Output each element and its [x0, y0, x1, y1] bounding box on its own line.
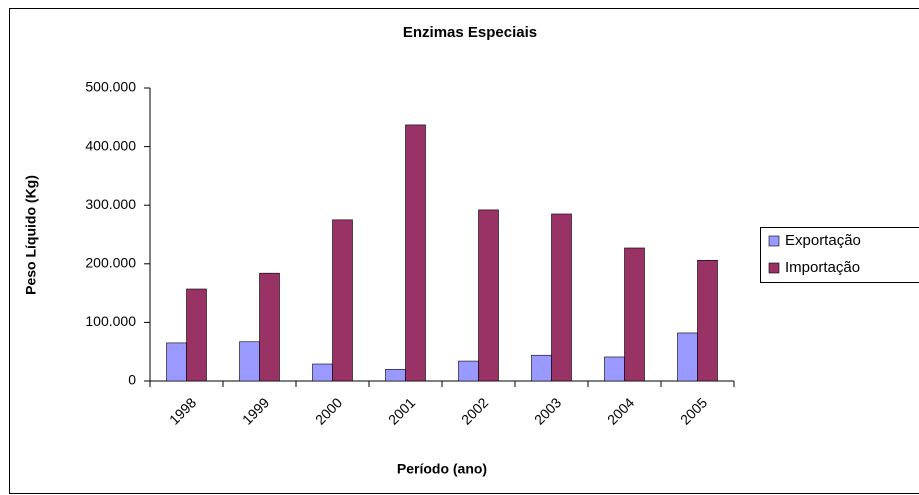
- bar: [239, 341, 260, 382]
- chart-title: Enzimas Especiais: [403, 24, 537, 41]
- bar: [604, 356, 625, 382]
- legend-swatch: [768, 235, 780, 247]
- bar: [531, 354, 552, 382]
- bar: [458, 360, 479, 382]
- bar: [332, 219, 353, 382]
- bar: [697, 259, 718, 382]
- bar: [166, 342, 187, 382]
- bar: [312, 363, 333, 382]
- y-axis-label: Peso Líquido (Kg): [23, 175, 39, 295]
- y-tick-label: 100.000: [85, 313, 136, 329]
- bar: [551, 213, 572, 382]
- y-tick-label: 500.000: [85, 79, 136, 95]
- x-axis-label: Período (ano): [397, 461, 487, 477]
- bar: [259, 272, 280, 382]
- bar: [624, 247, 645, 382]
- y-tick-label: 0: [128, 372, 136, 388]
- bar: [186, 288, 207, 382]
- bar: [405, 124, 426, 382]
- y-tick-label: 400.000: [85, 137, 136, 153]
- y-tick-label: 200.000: [85, 255, 136, 271]
- legend-label: Exportação: [785, 232, 861, 249]
- legend-box: [760, 227, 919, 283]
- bar: [385, 368, 406, 382]
- legend-label: Importação: [785, 259, 860, 276]
- y-tick-label: 300.000: [85, 196, 136, 212]
- bar: [677, 332, 698, 382]
- legend-swatch: [768, 262, 780, 274]
- bar: [478, 209, 499, 382]
